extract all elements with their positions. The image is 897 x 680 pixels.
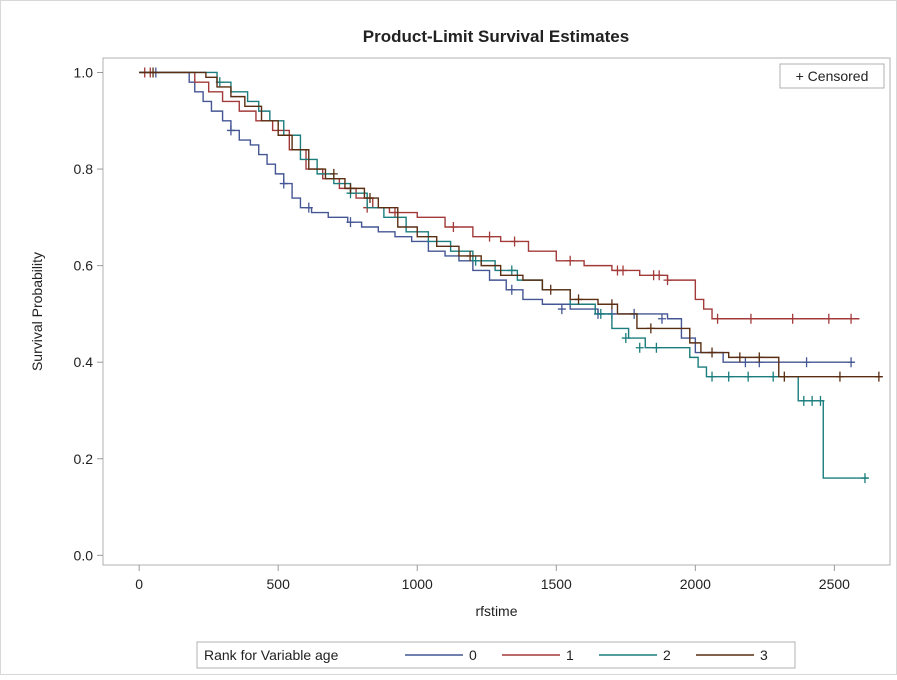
- censored-mark: [226, 125, 235, 136]
- censored-mark: [646, 323, 655, 334]
- censored-mark: [471, 255, 480, 266]
- censored-mark: [735, 352, 744, 363]
- censored-mark: [329, 168, 338, 179]
- censored-mark: [449, 222, 458, 232]
- censored-legend-box: [779, 63, 885, 89]
- censored-mark: [655, 270, 664, 281]
- y-tick-label: 1.0: [74, 64, 94, 80]
- censored-mark: [607, 299, 616, 310]
- censored-mark: [769, 371, 778, 382]
- legend-label-2: 2: [663, 647, 671, 663]
- survival-curve-series-3: [139, 71, 882, 378]
- series-legend-box: [196, 641, 796, 669]
- censored-mark: [874, 371, 883, 382]
- censored-mark: [365, 193, 374, 204]
- series-legend: Rank for Variable age 0 1 2 3: [196, 641, 796, 669]
- censored-mark: [746, 313, 755, 324]
- x-tick-label: 1000: [402, 576, 433, 592]
- censored-mark: [566, 255, 575, 266]
- censored-mark: [802, 357, 811, 368]
- censored-mark: [557, 304, 566, 315]
- survival-curve-series-0: [139, 71, 854, 363]
- plot-area: [102, 57, 891, 566]
- censored-mark: [788, 313, 797, 324]
- censored-mark: [663, 275, 672, 286]
- survival-curve-series-2: [139, 71, 868, 479]
- y-tick-label: 0.2: [74, 451, 94, 467]
- censored-mark: [149, 67, 158, 78]
- legend-label-1: 1: [566, 647, 574, 663]
- x-tick-label: 500: [267, 576, 291, 592]
- censored-mark: [657, 313, 666, 324]
- y-tick-label: 0.8: [74, 161, 94, 177]
- censored-mark: [780, 371, 789, 382]
- censored-legend: + Censored: [779, 63, 885, 89]
- y-tick-label: 0.6: [74, 258, 94, 274]
- censored-mark: [713, 313, 722, 324]
- legend-label-0: 0: [469, 647, 477, 663]
- y-tick-label: 0.0: [74, 547, 94, 563]
- axes: 0 500 1000 1500 2000 2500 0.0 0.2 0.4 0.6 0.8 1.0: [74, 64, 851, 592]
- censored-mark: [744, 371, 753, 382]
- censored-mark: [799, 395, 808, 406]
- censored-mark: [808, 395, 817, 406]
- survival-curve-series-1: [139, 71, 860, 320]
- censored-mark: [596, 308, 605, 319]
- chart-title: Product-Limit Survival Estimates: [363, 27, 629, 46]
- censored-legend-label: + Censored: [796, 68, 869, 84]
- censored-mark: [860, 473, 869, 484]
- censored-mark: [346, 217, 355, 228]
- censored-mark: [847, 313, 856, 324]
- censored-mark: [619, 265, 628, 276]
- censored-mark: [724, 371, 733, 382]
- censored-mark: [546, 284, 555, 295]
- x-tick-label: 1500: [541, 576, 572, 592]
- censored-mark: [847, 357, 856, 368]
- censored-mark: [741, 357, 750, 368]
- x-tick-label: 2500: [819, 576, 850, 592]
- censored-mark: [485, 231, 494, 242]
- censored-mark: [279, 178, 288, 189]
- series-layer: [139, 67, 883, 484]
- legend-title: Rank for Variable age: [204, 647, 339, 663]
- y-axis-label: Survival Probability: [29, 252, 45, 371]
- censored-mark: [835, 371, 844, 382]
- censored-mark: [708, 371, 717, 382]
- legend-label-3: 3: [760, 647, 768, 663]
- censored-mark: [346, 183, 355, 194]
- x-tick-label: 2000: [680, 576, 711, 592]
- censored-mark: [466, 250, 475, 261]
- legend-entries: 0 1 2 3: [405, 647, 768, 663]
- censored-mark: [507, 284, 516, 295]
- censored-mark: [708, 347, 717, 358]
- censored-mark: [574, 294, 583, 305]
- censored-mark: [621, 333, 630, 344]
- censored-mark: [816, 395, 825, 406]
- censored-mark: [507, 265, 516, 276]
- censored-mark: [510, 236, 519, 247]
- censored-mark: [652, 342, 661, 353]
- censored-mark: [824, 313, 833, 324]
- y-tick-label: 0.4: [74, 354, 94, 370]
- censored-mark: [635, 342, 644, 353]
- censored-mark: [304, 202, 313, 213]
- censored-mark: [755, 352, 764, 363]
- x-axis-label: rfstime: [476, 603, 518, 619]
- x-tick-label: 0: [135, 576, 143, 592]
